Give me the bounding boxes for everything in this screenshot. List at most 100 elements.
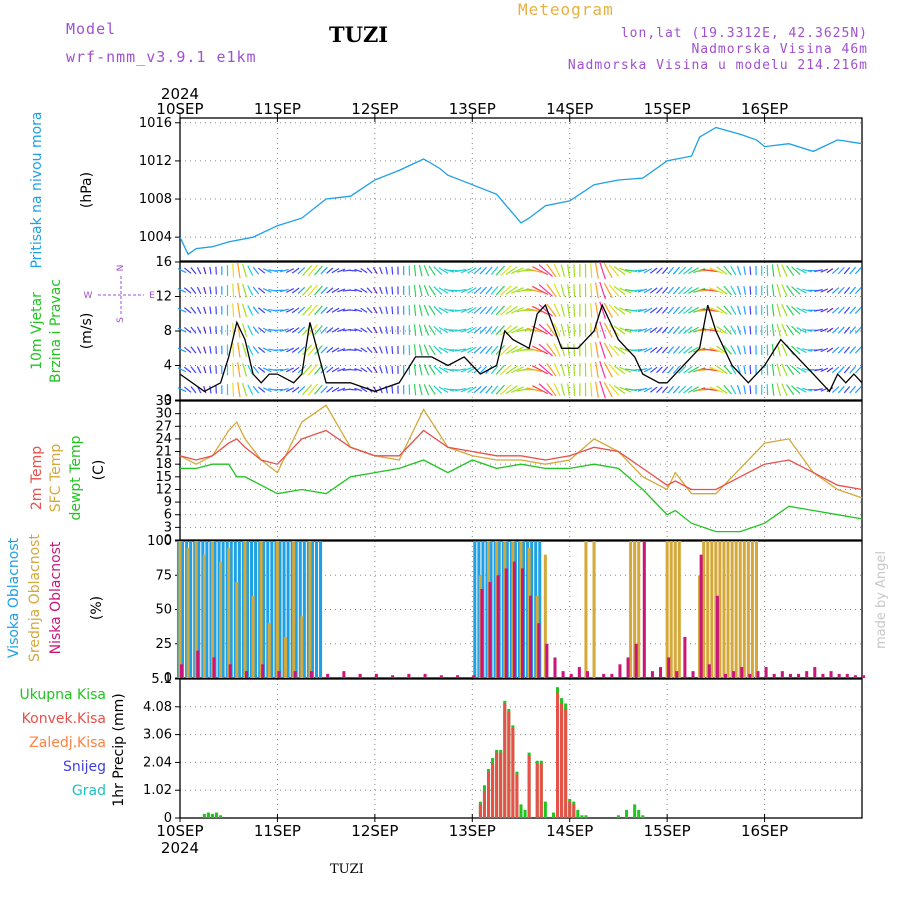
cloud-bar [319, 541, 322, 678]
wind-arrow [750, 326, 751, 334]
wind-arrow [850, 386, 856, 393]
wind-arrow [844, 287, 849, 293]
wind-arrow [850, 346, 856, 353]
y-tick-label-temp: 33 [155, 394, 172, 409]
wind-arrow [656, 268, 662, 274]
wind-arrow [750, 286, 751, 294]
wind-arrow [348, 350, 356, 351]
precip-bar [507, 712, 510, 818]
wind-arrow [178, 269, 186, 273]
wind-arrow [248, 305, 253, 315]
wind-arrow [233, 383, 234, 397]
wind-arrow [419, 285, 422, 296]
wind-arrow [744, 286, 746, 295]
wind-arrow [486, 267, 492, 275]
wind-arrow [604, 263, 612, 277]
wind-arrow [348, 310, 356, 311]
precip-bar [572, 804, 575, 818]
wind-arrow [308, 305, 317, 316]
wind-arrow [850, 287, 856, 294]
wind-arrow [832, 347, 839, 353]
wind-arrow [777, 324, 780, 337]
wind-arrow [568, 284, 570, 296]
wind-arrow [367, 327, 372, 332]
wind-arrow [238, 342, 240, 357]
precip-bar [487, 772, 490, 818]
wind-arrow [850, 267, 856, 274]
cloud-bar [700, 555, 703, 678]
precip-legend-2: Zaledj.Kisa [29, 735, 106, 751]
wind-arrow [777, 383, 780, 396]
wind-arrow [308, 265, 317, 276]
wind-arrow [348, 270, 356, 271]
wind-arrow [253, 307, 259, 314]
wind-arrow [491, 386, 498, 394]
bottom-date-label: 16SEP [741, 822, 788, 840]
cloud-bar [513, 562, 516, 678]
wind-arrow [414, 324, 415, 335]
wind-arrow [668, 307, 674, 314]
precip-bar [503, 704, 506, 818]
wind-arrow [568, 364, 570, 376]
wind-arrow [782, 364, 787, 376]
wind-arrow [596, 382, 599, 398]
wind-arrow [731, 326, 736, 335]
wind-arrow [656, 327, 662, 333]
wind-arrow [750, 346, 751, 354]
wind-arrow [673, 287, 679, 294]
wind-arrow [491, 346, 498, 354]
wind-arrow [191, 347, 196, 353]
precip-legend-1: Konvek.Kisa [22, 711, 106, 727]
wind-arrow [855, 327, 861, 333]
precip-bar [584, 815, 587, 818]
wind-arrow [737, 286, 740, 295]
wind-arrow [386, 267, 388, 274]
precip-bar [499, 753, 502, 818]
cloud-bar [219, 562, 222, 678]
precip-bar [495, 753, 498, 818]
wind-arrow [596, 283, 599, 299]
y-tick-label-precip: 1.02 [143, 783, 172, 798]
cloud-bar [756, 671, 759, 678]
cloud-bar [276, 541, 279, 678]
wind-arrow [321, 386, 327, 393]
cloud-bar [578, 667, 581, 678]
wind-arrow [486, 307, 492, 315]
y-tick-label-precip: 5.1 [151, 672, 172, 687]
wind-arrow [204, 267, 206, 274]
wind-arrow [850, 366, 856, 373]
wind-arrow [838, 327, 844, 333]
wind-arrow [561, 284, 564, 296]
wind-arrow [668, 267, 674, 274]
wind-arrow [574, 264, 575, 277]
wind-arrow [561, 324, 564, 336]
dewpt-line [180, 460, 862, 532]
cloud-bar [618, 664, 621, 678]
cloud-bar [178, 541, 181, 678]
wind-arrow [308, 384, 317, 395]
precip-bar [511, 728, 514, 818]
cloud-bar [706, 541, 709, 678]
wind-arrow [591, 363, 592, 377]
cloud-bar [773, 674, 776, 678]
wind-arrow [568, 304, 570, 316]
cloud-bar [755, 541, 758, 678]
y-tick-label-cloud: 100 [147, 534, 172, 549]
y-tick-label-wind: 8 [164, 324, 172, 339]
pressure-unit: (hPa) [79, 172, 95, 208]
wind-arrow [308, 364, 317, 375]
wind-arrow [178, 368, 186, 372]
precip-bar [540, 763, 543, 818]
wind-arrow [191, 267, 196, 273]
cloud-bar [740, 667, 743, 678]
wind-arrow [855, 347, 861, 353]
wind-arrow [486, 287, 492, 295]
cloud-bar [708, 664, 711, 678]
bottom-year-label: 2024 [161, 839, 199, 857]
cloud-bar [235, 582, 238, 678]
precip-bar [641, 815, 644, 818]
wind-arrow [321, 267, 327, 274]
cloud-bar [716, 596, 719, 678]
wind-arrow [772, 304, 773, 316]
